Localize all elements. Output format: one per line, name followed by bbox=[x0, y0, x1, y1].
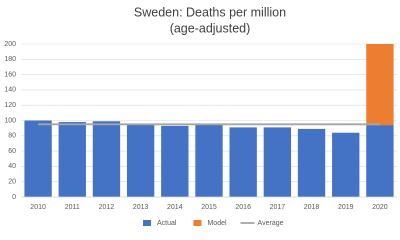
chart-title: Sweden: Deaths per million bbox=[134, 5, 286, 19]
bar bbox=[366, 125, 394, 197]
x-tick-label: 2019 bbox=[338, 204, 354, 211]
bar bbox=[263, 127, 292, 197]
chart-subtitle: (age-adjusted) bbox=[170, 21, 251, 35]
x-tick-label: 2010 bbox=[30, 204, 46, 211]
legend-label: Actual bbox=[157, 220, 177, 227]
y-tick-label: 40 bbox=[8, 163, 16, 170]
y-tick-label: 20 bbox=[8, 179, 16, 186]
x-tick-label: 2017 bbox=[270, 204, 286, 211]
bar bbox=[366, 44, 394, 126]
y-tick-label: 180 bbox=[4, 56, 16, 63]
bar bbox=[24, 120, 52, 197]
y-tick-label: 140 bbox=[4, 87, 16, 94]
x-tick-label: 2015 bbox=[201, 204, 217, 211]
x-tick-label: 2013 bbox=[133, 204, 149, 211]
y-tick-label: 60 bbox=[8, 148, 16, 155]
y-tick-label: 0 bbox=[12, 194, 16, 201]
bar bbox=[332, 132, 360, 197]
bar bbox=[92, 121, 121, 197]
bar bbox=[58, 122, 86, 197]
x-tick-label: 2011 bbox=[65, 204, 80, 211]
bar bbox=[297, 128, 326, 197]
y-tick-label: 100 bbox=[4, 117, 16, 124]
x-tick-label: 2012 bbox=[99, 204, 115, 211]
y-tick-label: 80 bbox=[8, 133, 16, 140]
y-tick-label: 120 bbox=[4, 102, 16, 109]
bar bbox=[229, 127, 257, 197]
x-tick-label: 2016 bbox=[235, 204, 251, 211]
x-tick-label: 2014 bbox=[167, 204, 183, 211]
bar bbox=[161, 125, 189, 197]
y-tick-label: 200 bbox=[4, 41, 16, 48]
legend-label: Average bbox=[258, 220, 284, 227]
legend-swatch bbox=[193, 220, 202, 226]
legend-label: Model bbox=[207, 220, 227, 227]
x-tick-label: 2018 bbox=[304, 204, 320, 211]
x-tick-label: 2020 bbox=[372, 204, 388, 211]
chart: Sweden: Deaths per million (age-adjusted… bbox=[4, 5, 397, 227]
legend-swatch bbox=[143, 220, 151, 226]
bar bbox=[126, 123, 155, 197]
y-tick-label: 160 bbox=[4, 71, 16, 78]
bar bbox=[195, 124, 223, 197]
